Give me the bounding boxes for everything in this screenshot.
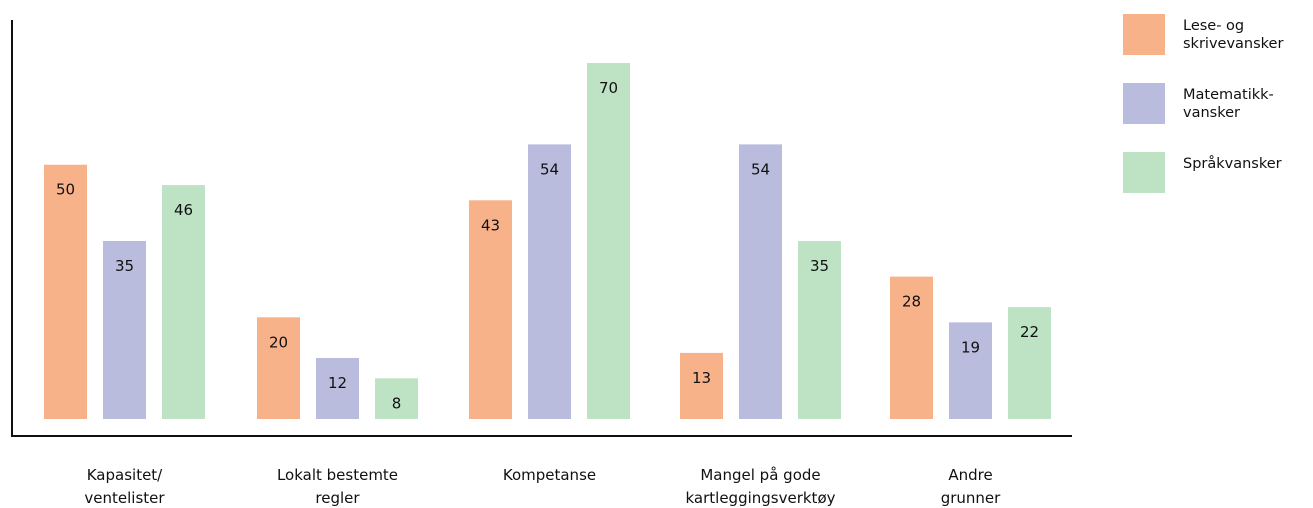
bar <box>798 241 841 419</box>
bar <box>469 200 512 419</box>
bar <box>162 185 205 419</box>
bar <box>739 144 782 419</box>
legend-swatch <box>1123 83 1165 124</box>
legend-swatch <box>1123 14 1165 55</box>
bar <box>890 276 933 419</box>
bar <box>528 144 571 419</box>
bar <box>949 322 992 419</box>
legend-item: Språkvansker <box>1123 152 1313 221</box>
category-label: Andre grunner <box>941 466 1001 507</box>
bar-value-label: 13 <box>692 369 711 387</box>
bar-value-label: 43 <box>481 216 500 234</box>
bar-value-label: 35 <box>115 257 134 275</box>
category-label: Mangel på gode kartleggingsverktøy <box>685 466 835 507</box>
bar <box>103 241 146 419</box>
bar <box>680 352 723 419</box>
legend-item: Lese- og skrivevansker <box>1123 14 1313 83</box>
category-labels: Kapasitet/ventelister Lokalt bestemte regl… <box>84 466 1001 507</box>
bar-value-label: 35 <box>810 257 829 275</box>
bars-layer: 50 35 46 20 12 8 43 54 70 13 54 35 28 19 22 <box>44 63 1051 419</box>
legend-item: Matematikk- vansker <box>1123 83 1313 152</box>
bar-value-label: 70 <box>599 79 618 97</box>
bar <box>587 63 630 419</box>
bar-value-label: 12 <box>328 374 347 392</box>
bar <box>316 357 359 419</box>
bar <box>375 378 418 419</box>
legend: Lese- og skrivevansker Matematikk- vanske… <box>1123 14 1313 221</box>
bar-value-label: 54 <box>540 160 559 178</box>
bar-value-label: 54 <box>751 160 770 178</box>
bar-value-label: 8 <box>392 394 402 412</box>
bar <box>257 317 300 419</box>
category-label: Lokalt bestemte regler <box>277 466 398 507</box>
bar-value-label: 19 <box>961 338 980 356</box>
category-label: Kapasitet/ventelister <box>84 466 165 507</box>
bar-value-label: 46 <box>174 201 193 219</box>
bar-value-label: 50 <box>56 181 75 199</box>
legend-label: Lese- og skrivevansker <box>1183 18 1284 52</box>
bar <box>1008 307 1051 419</box>
bar-value-label: 28 <box>902 293 921 311</box>
legend-label: Matematikk- vansker <box>1183 87 1274 121</box>
bar <box>44 164 87 419</box>
category-label: Kompetanse <box>503 466 596 484</box>
bar-value-label: 20 <box>269 333 288 351</box>
bar-value-label: 22 <box>1020 323 1039 341</box>
legend-swatch <box>1123 152 1165 193</box>
legend-label: Språkvansker <box>1183 156 1282 172</box>
